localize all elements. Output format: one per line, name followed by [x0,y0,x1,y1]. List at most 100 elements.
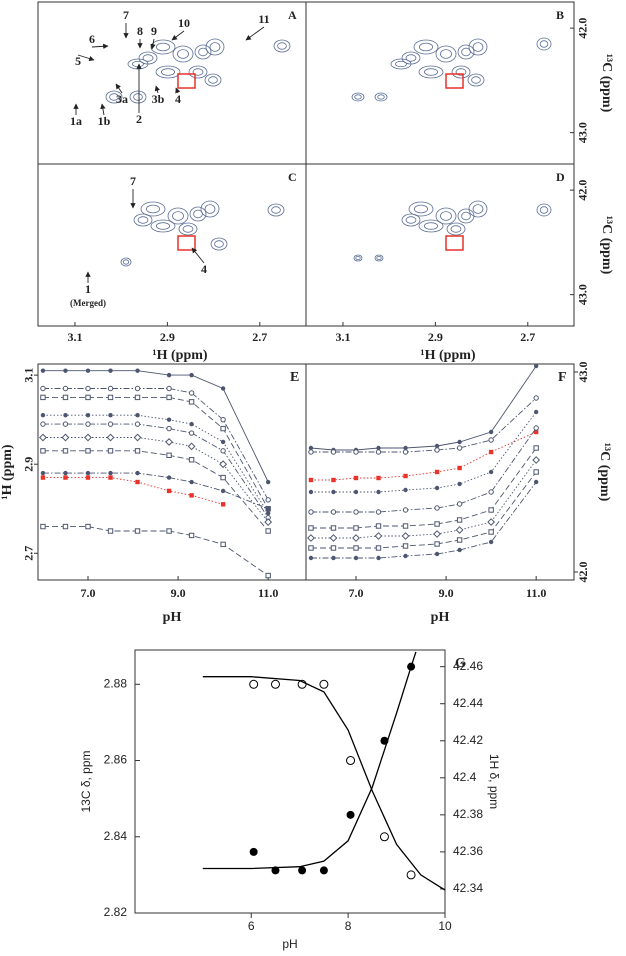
series-line [311,431,537,481]
data-point [331,555,336,561]
data-point [166,488,172,494]
data-point [107,385,114,392]
data-point [375,449,382,455]
peak-label: (Merged) [70,298,106,308]
data-point [353,525,359,531]
data-point [265,510,271,516]
data-point [403,473,408,479]
data-point [63,413,68,418]
data-point [488,429,494,435]
y-tick-label: 42.4 [453,770,477,784]
data-point [434,469,440,475]
contour [273,39,291,53]
data-point [488,489,494,495]
contour [413,39,439,55]
x-tick-label: 9.0 [439,586,454,600]
data-point [346,756,356,766]
data-point [85,421,91,427]
data-point [308,545,314,551]
data-point [166,417,172,422]
data-point [220,541,226,548]
data-point [533,469,539,475]
data-point [353,545,359,551]
series-line [202,651,417,870]
contour [355,255,361,261]
contour [178,222,198,236]
contour [155,42,170,52]
y-axis-title: ¹³C (ppm) [597,443,612,502]
data-point [457,465,462,471]
data-point [376,489,381,495]
data-point [188,399,195,405]
data-point [220,474,226,481]
data-point [188,430,195,436]
spectrum-frame [37,1,307,165]
contour [198,47,208,57]
data-point [40,394,46,401]
data-point [61,433,70,442]
peak-arrow [91,43,109,49]
contour [189,206,207,222]
contour [468,200,488,218]
data-point [374,532,383,540]
data-point [85,368,91,373]
contour [418,42,433,52]
data-point [488,539,494,545]
selection-box [177,235,196,251]
data-point [166,425,172,432]
y-tick-label: 43.0 [576,122,590,143]
contour [351,92,365,102]
y-tick-label: 43.0 [576,362,590,383]
data-point [134,448,141,454]
contour [413,204,428,214]
peak-arrow [171,30,185,41]
peak-label: 3a [116,92,128,106]
contour [214,240,224,248]
peak-label: 8 [137,24,143,38]
x-tick-label: 2.9 [160,330,175,344]
data-point [62,523,69,530]
plot-frame [37,363,307,581]
data-point [220,439,226,445]
data-point [330,509,337,515]
data-point [40,421,46,427]
data-point [135,368,140,373]
peak-label: 1a [70,114,82,128]
contour [109,93,119,101]
data-point [106,433,115,442]
data-point [353,475,359,481]
peak-label: 2 [136,112,142,126]
series-line [311,411,537,493]
contour [401,51,421,65]
contour [210,237,228,251]
data-point [298,866,307,875]
contour [129,90,147,104]
data-point [402,507,409,513]
data-point [353,509,359,515]
data-point [308,445,314,451]
data-point [166,394,172,401]
series-line [311,447,537,529]
contour [408,201,434,217]
panel-label: A [288,8,297,22]
data-point [63,475,68,480]
y-axis-title: 1H δ, ppm [487,754,501,809]
peak-label: 9 [151,24,157,38]
contour [205,38,225,56]
data-point [134,528,141,534]
x-tick-label: 11.0 [526,586,546,600]
data-point [108,470,113,476]
contour [395,60,407,68]
data-point [107,421,114,427]
series-line [43,437,269,523]
contour [140,201,166,217]
series-line [43,526,269,576]
x-tick-label: 7.0 [80,586,95,600]
data-point [353,449,359,455]
data-point [532,456,541,464]
data-point [108,368,113,373]
panel-label: B [556,8,564,22]
data-point [308,477,314,483]
x-tick-label: 3.1 [67,330,82,344]
y-tick-label: 2.9 [22,457,36,472]
